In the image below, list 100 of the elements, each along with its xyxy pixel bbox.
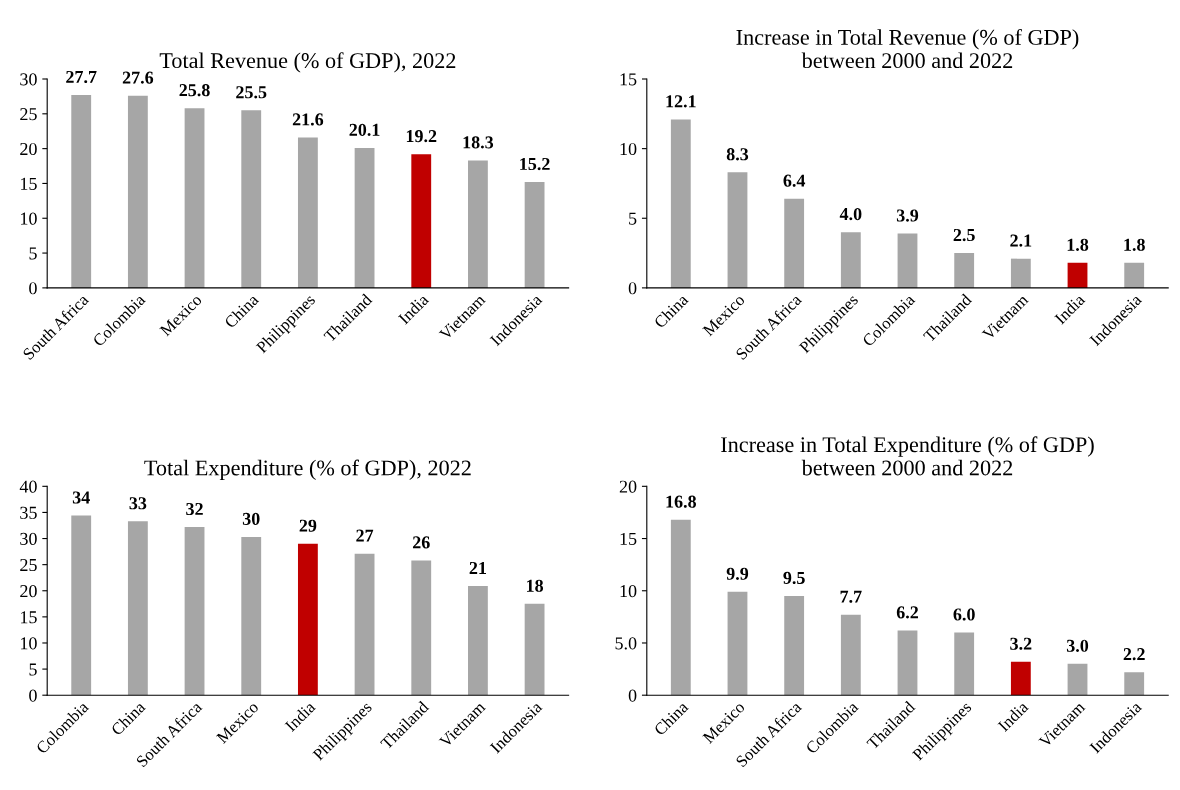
data-label: 3.9	[896, 209, 919, 222]
data-label: 33	[129, 497, 147, 510]
bar	[411, 560, 432, 696]
y-tick-label: 10	[21, 212, 37, 225]
y-tick-label: 30	[20, 532, 37, 545]
y-tick-label: 10	[620, 585, 637, 598]
bar	[1067, 663, 1088, 696]
y-tick-label: 0	[29, 689, 37, 702]
bar	[897, 233, 918, 288]
y-tick-label: 0	[29, 282, 37, 295]
data-label: 20.1	[349, 123, 380, 137]
y-tick-label: 15	[21, 611, 37, 624]
data-label: 15.2	[520, 157, 550, 171]
bar	[184, 108, 205, 288]
data-label: 18.3	[463, 136, 494, 149]
y-tick-label: 5.0	[615, 637, 637, 650]
bar	[897, 630, 918, 696]
data-label: 2.5	[953, 228, 975, 242]
bar	[297, 137, 318, 288]
data-label: 32	[186, 502, 203, 516]
y-tick-label: 35	[20, 506, 37, 519]
data-label: 29	[299, 519, 317, 532]
bar	[1124, 672, 1145, 696]
y-tick-label: 5	[629, 212, 637, 225]
bar	[1010, 661, 1031, 696]
y-tick-label: 15	[21, 177, 37, 190]
chart-title: Total Revenue (% of GDP), 2022	[159, 52, 456, 73]
data-label: 27	[356, 529, 374, 542]
bar	[727, 591, 748, 696]
bar	[241, 536, 262, 696]
data-label: 21	[469, 561, 487, 574]
data-label: 30	[242, 512, 260, 525]
bar	[524, 603, 545, 696]
y-tick-label: 20	[619, 480, 637, 493]
data-label: 1.8	[1124, 238, 1145, 251]
y-tick-label: 25	[20, 558, 37, 572]
data-label: 3.0	[1066, 639, 1089, 652]
bar	[468, 586, 488, 696]
bar	[71, 515, 92, 696]
bar	[71, 95, 92, 288]
bar	[1067, 262, 1088, 288]
y-tick-label: 15	[620, 532, 637, 545]
bar	[1124, 262, 1145, 288]
y-tick-label: 20	[20, 142, 37, 156]
y-tick-label: 15	[620, 73, 637, 86]
bar	[954, 632, 975, 696]
data-label: 4.0	[839, 207, 862, 221]
data-label: 1.8	[1067, 238, 1089, 251]
y-tick-label: 10	[21, 637, 37, 650]
y-tick-label: 20	[20, 585, 37, 598]
y-tick-label: 25	[20, 108, 37, 121]
data-label: 9.5	[783, 571, 805, 585]
data-label: 25.5	[236, 86, 267, 99]
data-label: 6.4	[783, 174, 806, 187]
bar	[670, 119, 691, 288]
bar	[1010, 258, 1031, 288]
data-label: 8.3	[726, 148, 749, 161]
data-label: 25.8	[179, 84, 210, 97]
data-label: 26	[412, 536, 430, 549]
data-label: 16.8	[666, 495, 697, 508]
data-label: 2.2	[1123, 648, 1145, 661]
bar	[954, 253, 975, 288]
bar	[297, 543, 318, 696]
data-label: 18	[527, 579, 544, 592]
data-label: 3.2	[1010, 637, 1032, 650]
data-label: 27.7	[66, 70, 97, 84]
data-label: 9.9	[726, 567, 749, 580]
bar	[468, 160, 488, 288]
x-tick-label: India	[997, 700, 1029, 733]
data-label: 19.2	[406, 130, 437, 143]
x-tick-label: India	[1053, 292, 1086, 325]
data-label: 2.1	[1010, 234, 1032, 247]
data-label: 27.6	[122, 71, 154, 84]
bar	[354, 147, 375, 288]
data-label: 6.2	[896, 606, 919, 619]
chart-title: Increase in Total Revenue (% of GDP) between 2000 and 2022	[736, 29, 1079, 69]
bar	[784, 198, 805, 288]
bar	[727, 172, 748, 288]
bar	[127, 95, 148, 288]
bar	[670, 519, 691, 696]
y-tick-label: 10	[620, 142, 637, 156]
x-tick-label: India	[397, 292, 430, 325]
y-tick-label: 0	[628, 282, 637, 295]
data-label: 21.6	[292, 113, 324, 126]
bar	[354, 553, 375, 696]
bar	[840, 614, 861, 696]
data-label: 7.7	[840, 590, 862, 603]
data-label: 34	[72, 491, 90, 504]
y-tick-label: 5	[29, 663, 37, 676]
y-tick-label: 30	[20, 73, 37, 86]
bar	[184, 527, 205, 696]
y-tick-label: 40	[19, 480, 37, 493]
data-label: 6.0	[953, 608, 975, 621]
bar	[127, 521, 148, 696]
data-label: 12.1	[666, 95, 696, 108]
bar	[840, 232, 861, 288]
bar	[524, 182, 545, 288]
y-tick-label: 0	[628, 689, 637, 702]
y-tick-label: 5	[29, 247, 37, 260]
bar	[241, 110, 262, 288]
